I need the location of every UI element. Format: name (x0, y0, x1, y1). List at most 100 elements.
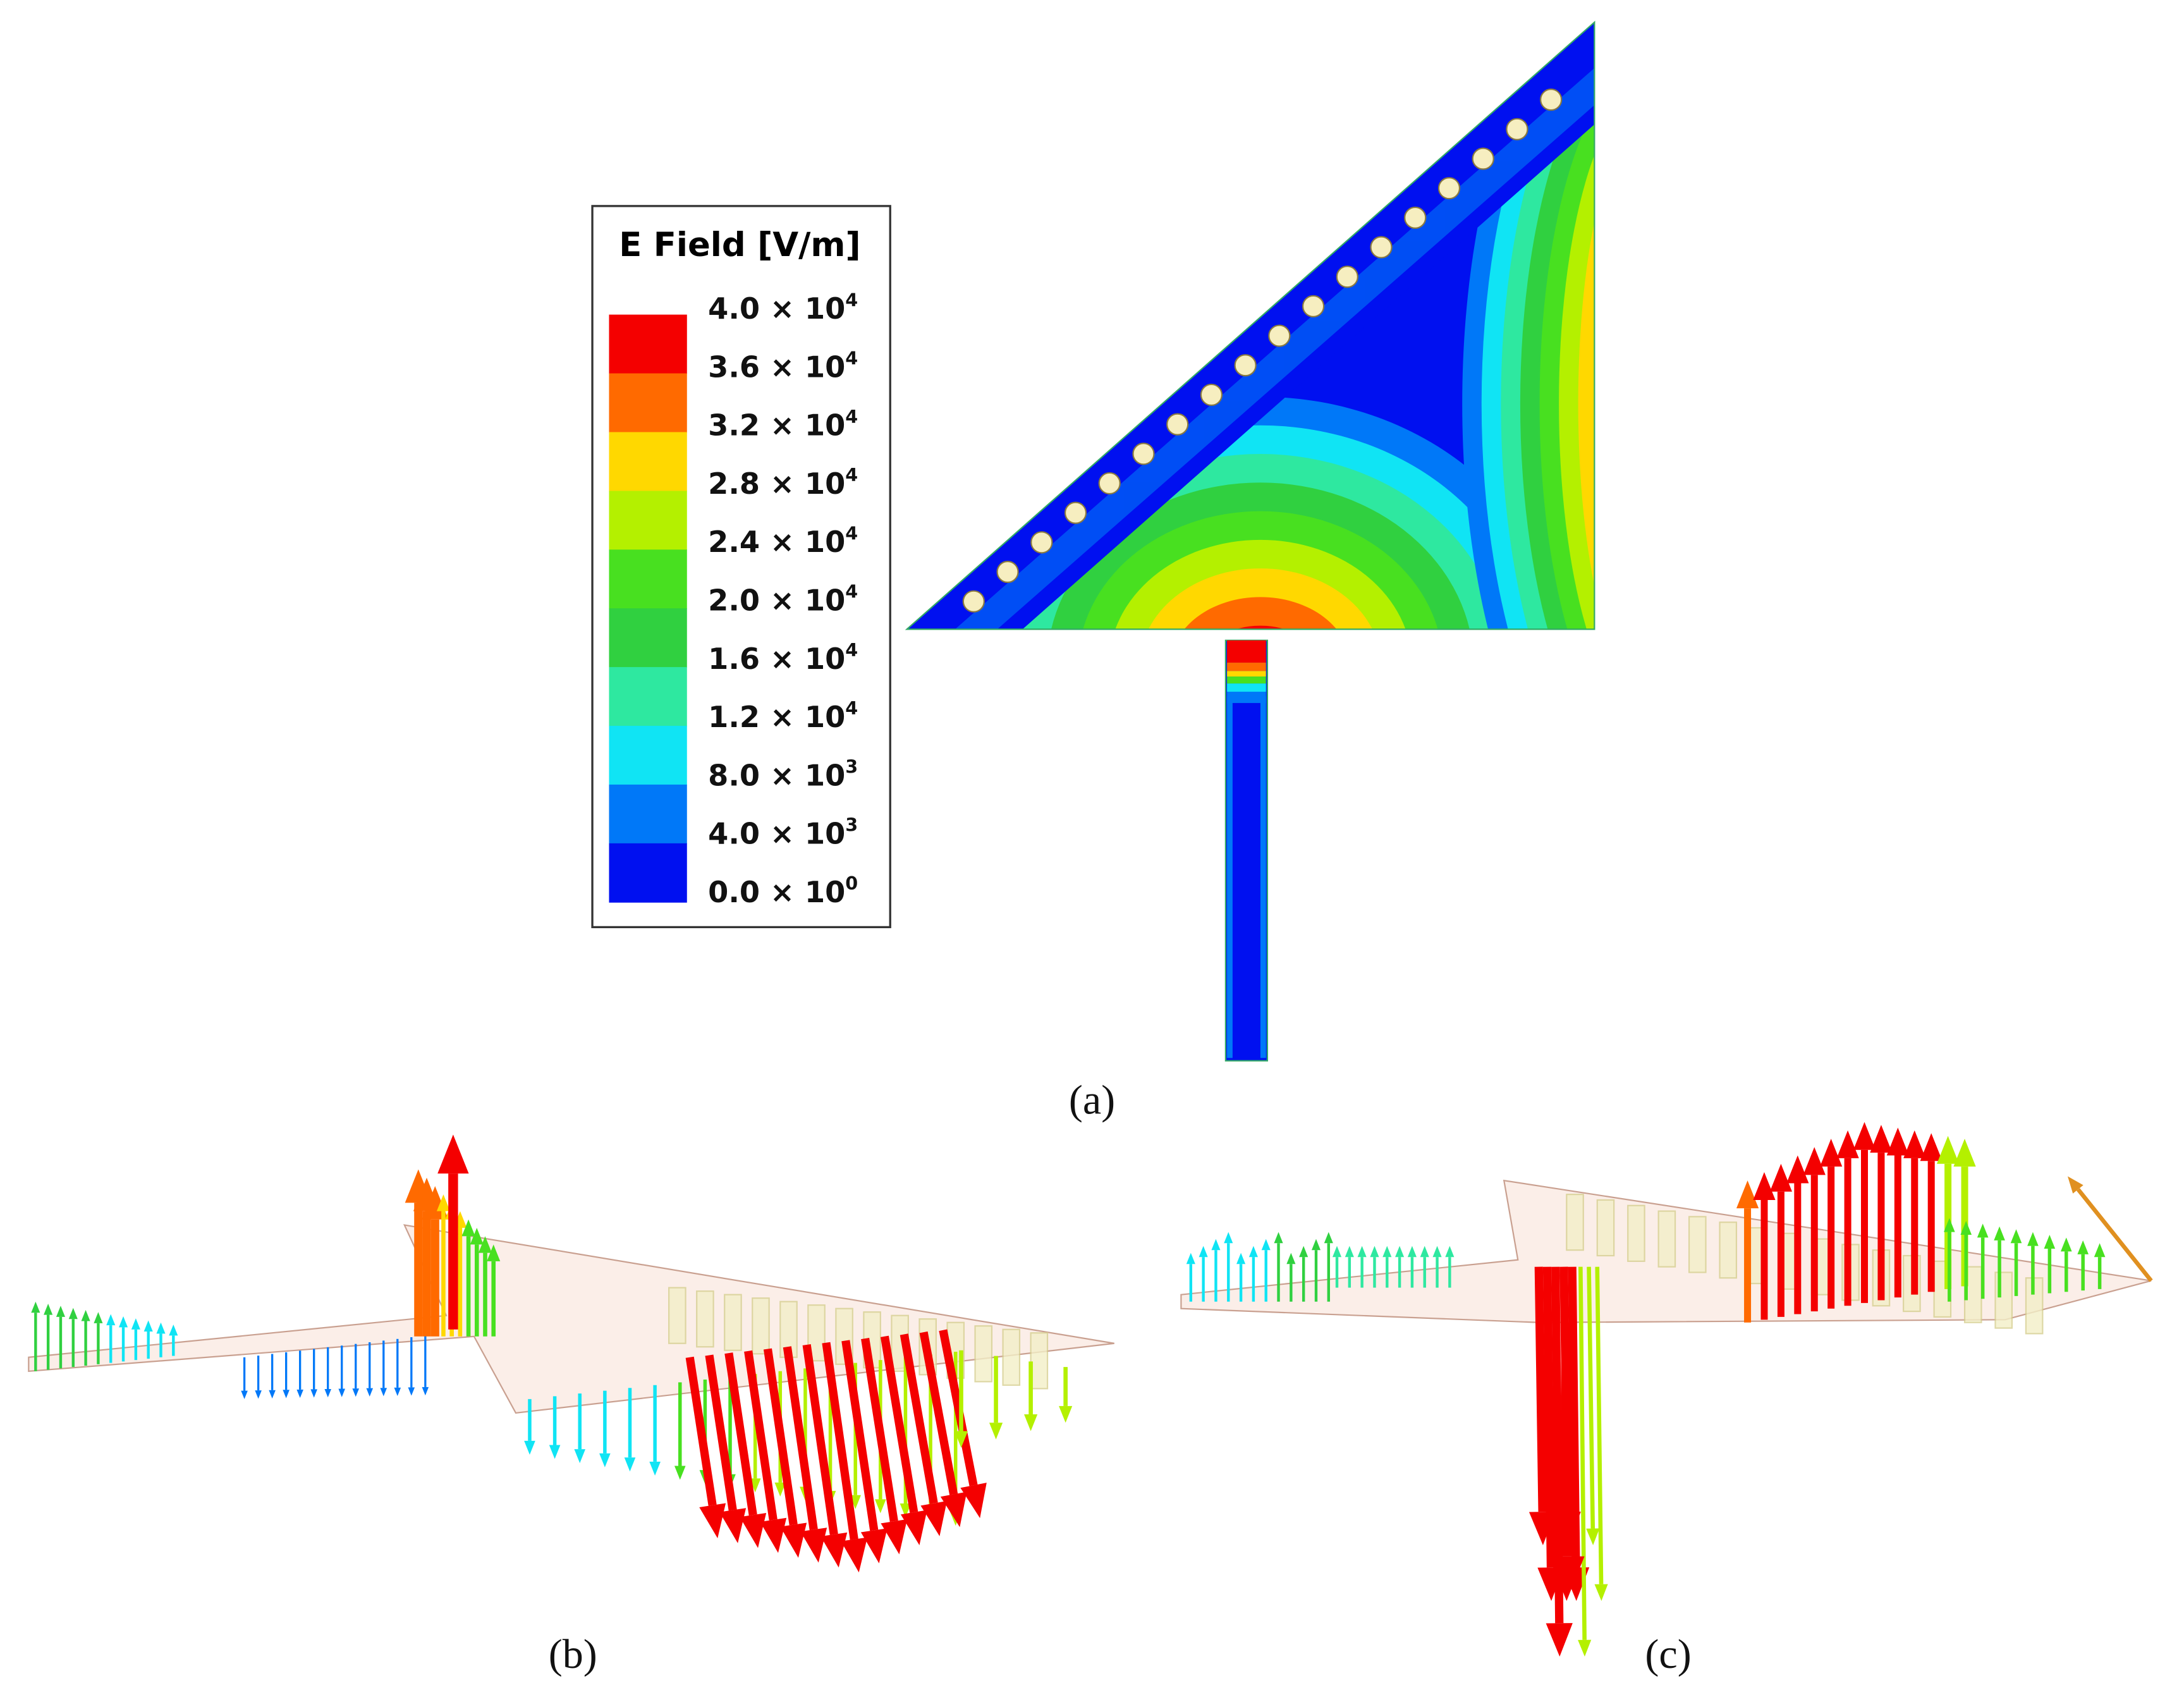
label-exponent: 4 (845, 464, 858, 486)
arrow-head (841, 1537, 868, 1572)
via (1268, 324, 1291, 347)
arrow-head (169, 1325, 178, 1336)
vector-plot-b (28, 1134, 1114, 1572)
color-swatch (609, 784, 687, 844)
arrow-head (780, 1522, 807, 1558)
arrow-head (1546, 1623, 1573, 1657)
arrow-head (1578, 1639, 1592, 1657)
arrow-head (1886, 1127, 1909, 1156)
arrow-head (760, 1517, 787, 1553)
arrow-head (1853, 1122, 1876, 1150)
field-arrow (1542, 1266, 1556, 1568)
via (962, 590, 985, 613)
label-mantissa: 0.0 × 10 (708, 875, 845, 909)
label-exponent: 4 (845, 348, 858, 369)
arrow-head (241, 1390, 248, 1399)
via (1336, 266, 1358, 288)
arrow-head (478, 1236, 492, 1253)
arrow-head (860, 1528, 888, 1564)
arrow-head (1953, 1139, 1976, 1167)
arrow-head (1211, 1239, 1221, 1251)
legend-label: 1.6 × 104 (708, 639, 858, 676)
arrow-head (1186, 1252, 1195, 1264)
label-mantissa: 4.0 × 10 (708, 817, 845, 851)
color-swatch (609, 549, 687, 609)
label-mantissa: 8.0 × 10 (708, 758, 845, 792)
field-arrow (724, 1352, 757, 1516)
via-cylinder (1030, 1332, 1049, 1390)
color-swatch (609, 373, 687, 433)
label-mantissa: 2.0 × 10 (708, 583, 845, 617)
via-cylinder (974, 1325, 993, 1383)
arrow-head (1937, 1136, 1960, 1164)
field-arrow (1578, 1266, 1587, 1640)
arrow-head (1870, 1125, 1893, 1153)
legend-label: 3.2 × 104 (708, 406, 858, 443)
arrow-head (1395, 1246, 1405, 1258)
arrow-head (106, 1314, 116, 1326)
arrow-head (338, 1388, 346, 1397)
arrow-head (1432, 1246, 1442, 1258)
arrow-head (255, 1390, 262, 1399)
arrow-head (1803, 1147, 1826, 1175)
arrow-head (296, 1389, 303, 1399)
arrow-head (574, 1449, 586, 1464)
arrow-head (1820, 1139, 1843, 1167)
arrow-head (1311, 1239, 1321, 1251)
arrow-head (1382, 1246, 1392, 1258)
via (996, 560, 1019, 584)
arrow-head (118, 1316, 128, 1328)
via-cylinder (1596, 1199, 1615, 1257)
contour (1578, 116, 1595, 630)
feed-edge (1227, 695, 1233, 1058)
arrow-head (649, 1461, 661, 1476)
field-arrow (900, 1333, 938, 1504)
arrow-head (774, 1482, 786, 1497)
arrow-head (821, 1532, 848, 1568)
field-map (905, 20, 1595, 1062)
arrow-head (1769, 1163, 1793, 1192)
label-exponent: 4 (845, 697, 858, 719)
arrow-head (44, 1303, 53, 1315)
arrow-head (156, 1322, 166, 1334)
feed-contour (1227, 677, 1266, 684)
label-exponent: 4 (845, 581, 858, 603)
legend-label: 2.0 × 104 (708, 581, 858, 618)
field-arrow (939, 1329, 978, 1486)
label-mantissa: 3.6 × 10 (708, 350, 845, 384)
arrow-head (674, 1466, 686, 1480)
field-arrow (763, 1348, 798, 1526)
via (1200, 383, 1223, 407)
label-exponent: 0 (845, 873, 858, 894)
arrow-head (1407, 1246, 1417, 1258)
arrow-head (436, 1194, 451, 1211)
via-cylinder (1719, 1222, 1738, 1279)
label-exponent: 4 (845, 639, 858, 661)
vector-plot-c (1180, 1122, 2153, 1657)
arrow-head (1786, 1155, 1809, 1184)
arrow-head (422, 1387, 429, 1396)
label-exponent: 3 (845, 756, 858, 777)
arrow-head (366, 1388, 374, 1397)
arrow-head (699, 1503, 726, 1539)
field-arrow (880, 1335, 918, 1513)
arrow-head (1236, 1252, 1246, 1264)
panel-label: (a) (1069, 1077, 1115, 1123)
arrow-head (1903, 1130, 1926, 1158)
arrow-head (56, 1306, 66, 1317)
field-arrow (802, 1344, 838, 1535)
arrow-head (324, 1388, 331, 1398)
arrow-head (749, 1478, 761, 1493)
arrow-head (1920, 1133, 1943, 1161)
arrow-head (1024, 1414, 1038, 1431)
arrow-head (1960, 1220, 1972, 1235)
via-cylinder (1002, 1328, 1021, 1386)
via (1030, 531, 1053, 554)
via-cylinder (1566, 1194, 1584, 1251)
arrow-head (2060, 1237, 2072, 1252)
label-exponent: 4 (845, 406, 858, 427)
field-arrow (783, 1346, 818, 1531)
field-arrow (822, 1342, 858, 1540)
field-arrow (919, 1331, 958, 1495)
arrow-head (1586, 1528, 1600, 1546)
